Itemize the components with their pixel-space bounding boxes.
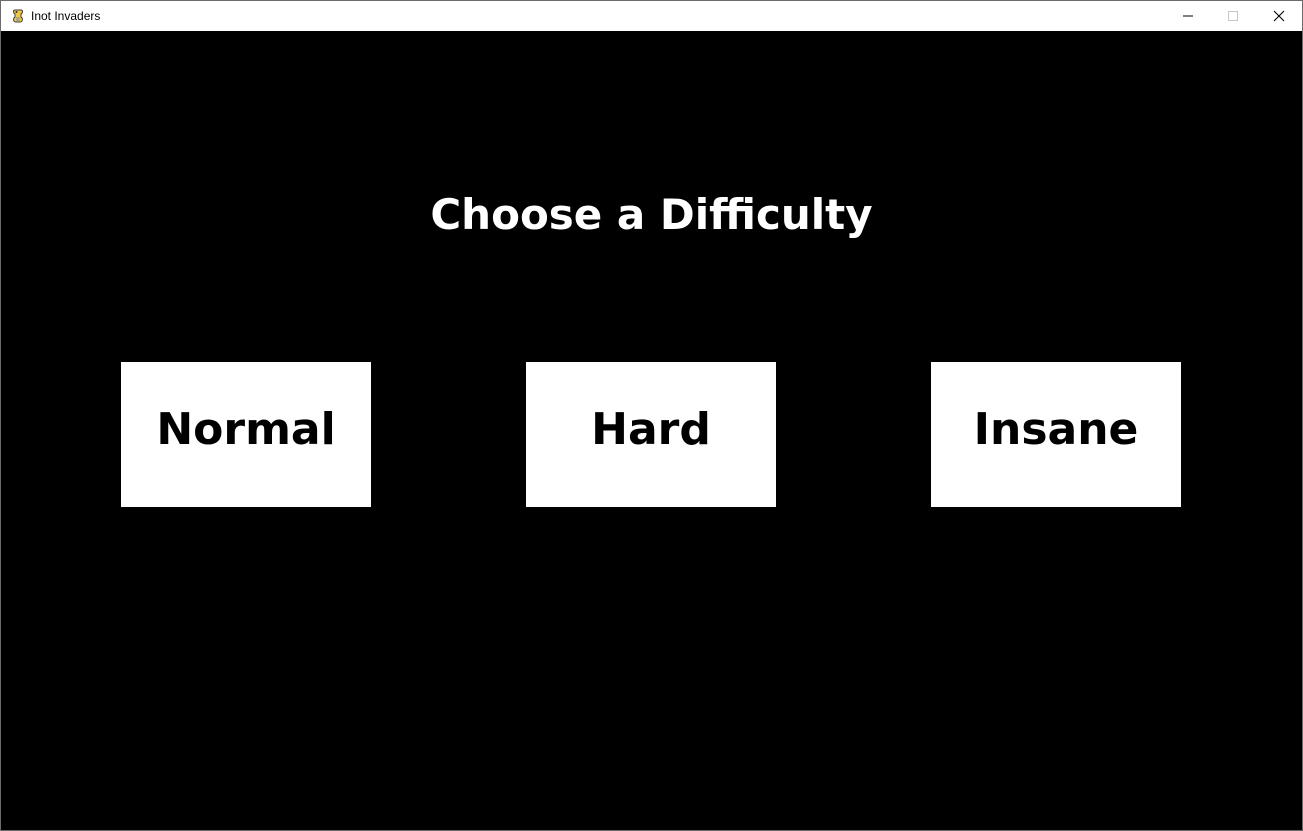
minimize-button[interactable]: [1165, 1, 1211, 31]
pygame-snake-icon: [13, 9, 23, 23]
minimize-icon: [1183, 15, 1193, 17]
game-canvas: Choose a Difficulty Normal Hard Insane: [1, 31, 1302, 830]
hard-button-label: Hard: [591, 403, 711, 455]
window-title: Inot Invaders: [31, 9, 101, 23]
maximize-icon: [1228, 11, 1238, 21]
hard-difficulty-button[interactable]: Hard: [526, 362, 776, 507]
close-icon: [1273, 10, 1285, 22]
title-bar[interactable]: Inot Invaders: [1, 1, 1302, 31]
insane-difficulty-button[interactable]: Insane: [931, 362, 1181, 507]
normal-button-label: Normal: [156, 403, 336, 455]
difficulty-heading: Choose a Difficulty: [430, 190, 873, 239]
maximize-button[interactable]: [1210, 1, 1256, 31]
insane-button-label: Insane: [973, 403, 1139, 455]
close-button[interactable]: [1256, 1, 1302, 31]
normal-difficulty-button[interactable]: Normal: [121, 362, 371, 507]
